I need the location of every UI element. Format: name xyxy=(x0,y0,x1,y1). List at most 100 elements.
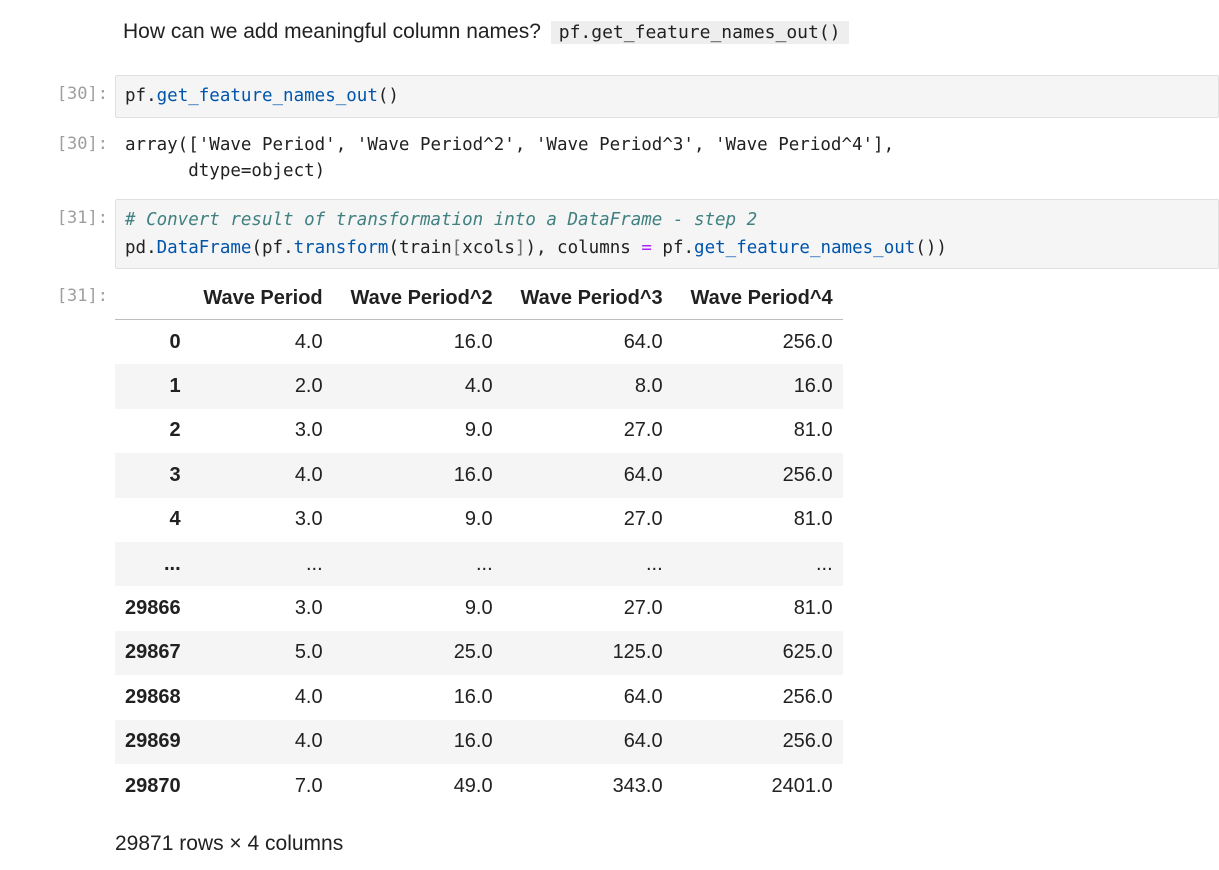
code-token: ), columns xyxy=(525,238,642,258)
cell-31-input[interactable]: # Convert result of transformation into … xyxy=(115,199,1219,269)
table-cell: 16.0 xyxy=(453,330,493,353)
table-cell: 16.0 xyxy=(453,685,493,708)
table-cell: 2401.0 xyxy=(771,774,833,797)
code-token: pf xyxy=(651,238,684,258)
table-cell: 4.0 xyxy=(464,375,493,398)
table-row: 29870 7.0 49.0 343.0 2401.0 xyxy=(115,764,843,808)
table-cell: 4.0 xyxy=(294,330,323,353)
code-token: () xyxy=(377,86,399,106)
column-header: Wave Period^2 xyxy=(332,277,503,320)
table-row: 29868 4.0 16.0 64.0 256.0 xyxy=(115,675,843,719)
table-cell: 64.0 xyxy=(623,330,663,353)
code-token: . xyxy=(146,238,157,258)
code-token: ()) xyxy=(915,238,947,258)
cell-30-code: pf.get_feature_names_out() xyxy=(116,76,1218,110)
code-token: . xyxy=(283,238,294,258)
cell-30-out-prompt: [30]: xyxy=(56,134,108,154)
table-cell: ... xyxy=(475,552,493,575)
table-cell: 5.0 xyxy=(294,641,323,664)
cell-30-input[interactable]: pf.get_feature_names_out() xyxy=(115,75,1219,118)
table-cell: 9.0 xyxy=(464,419,493,442)
markdown-text: How can we add meaningful column names? … xyxy=(123,18,849,47)
table-row: 1 2.0 4.0 8.0 16.0 xyxy=(115,364,843,409)
row-index: 1 xyxy=(169,375,181,398)
table-cell: 27.0 xyxy=(623,597,663,620)
row-index: 29870 xyxy=(125,774,181,797)
code-token: [ xyxy=(451,238,463,258)
table-cell: 81.0 xyxy=(793,419,833,442)
table-cell: 256.0 xyxy=(782,685,833,708)
table-cell: 81.0 xyxy=(793,508,833,531)
cell-31-code-line: pd.DataFrame(pf.transform(train[xcols]),… xyxy=(116,234,1218,262)
table-cell: 7.0 xyxy=(294,774,323,797)
table-cell: 64.0 xyxy=(623,685,663,708)
markdown-question: How can we add meaningful column names? xyxy=(123,20,541,43)
table-row: 0 4.0 16.0 64.0 256.0 xyxy=(115,320,843,365)
table-cell: 625.0 xyxy=(782,641,833,664)
column-header: Wave Period^4 xyxy=(672,277,843,320)
row-index: 3 xyxy=(169,463,181,486)
table-cell: 8.0 xyxy=(634,375,663,398)
code-token: ] xyxy=(514,238,526,258)
cell-30-output-line-2: dtype=object) xyxy=(125,161,326,181)
table-cell: 2.0 xyxy=(294,375,323,398)
row-index: 29868 xyxy=(125,685,181,708)
table-row: 29869 4.0 16.0 64.0 256.0 xyxy=(115,719,843,764)
table-cell: 16.0 xyxy=(453,463,493,486)
table-cell: 343.0 xyxy=(612,774,663,797)
table-cell: 64.0 xyxy=(623,730,663,753)
cell-30-output-line-1: array(['Wave Period', 'Wave Period^2', '… xyxy=(125,135,895,155)
code-token: transform xyxy=(293,238,389,258)
code-token: xcols xyxy=(462,238,515,258)
dataframe-shape: 29871 rows × 4 columns xyxy=(115,832,344,855)
code-comment: # Convert result of transformation into … xyxy=(125,210,758,230)
table-cell: ... xyxy=(645,552,663,575)
table-cell: 64.0 xyxy=(623,463,663,486)
table-cell: 3.0 xyxy=(294,597,323,620)
row-index: ... xyxy=(163,552,181,575)
table-row-ellipsis: ............... xyxy=(115,541,843,587)
code-token: pd xyxy=(125,238,147,258)
row-index: 2 xyxy=(169,419,181,442)
table-cell: 81.0 xyxy=(793,597,833,620)
table-cell: 9.0 xyxy=(464,597,493,620)
code-token: (pf xyxy=(251,238,284,258)
row-index: 29867 xyxy=(125,641,181,664)
table-cell: 27.0 xyxy=(623,419,663,442)
code-token: DataFrame xyxy=(156,238,252,258)
table-cell: ... xyxy=(815,552,833,575)
table-cell: 3.0 xyxy=(294,419,323,442)
row-index: 29869 xyxy=(125,730,181,753)
code-token: pf xyxy=(125,86,147,106)
table-cell: 256.0 xyxy=(782,463,833,486)
table-row: 29866 3.0 9.0 27.0 81.0 xyxy=(115,586,843,630)
row-index: 4 xyxy=(169,508,181,531)
table-cell: 16.0 xyxy=(453,730,493,753)
row-index: 29866 xyxy=(125,597,181,620)
index-header xyxy=(115,277,191,320)
table-cell: 4.0 xyxy=(294,730,323,753)
markdown-inline-code: pf.get_feature_names_out() xyxy=(550,21,849,44)
table-cell: 16.0 xyxy=(793,375,833,398)
table-cell: 27.0 xyxy=(623,508,663,531)
code-token: = xyxy=(641,238,652,258)
table-header-row: Wave Period Wave Period^2 Wave Period^3 … xyxy=(115,277,843,320)
cell-30-in-prompt: [30]: xyxy=(56,84,108,104)
column-header: Wave Period xyxy=(190,277,333,320)
code-token: . xyxy=(146,86,157,106)
table-cell: 4.0 xyxy=(294,685,323,708)
code-token: . xyxy=(683,238,695,258)
table-row: 4 3.0 9.0 27.0 81.0 xyxy=(115,498,843,542)
table-cell: 25.0 xyxy=(453,641,493,664)
column-header: Wave Period^3 xyxy=(502,277,673,320)
table-cell: 125.0 xyxy=(612,641,663,664)
table-row: 3 4.0 16.0 64.0 256.0 xyxy=(115,453,843,498)
table-cell: 4.0 xyxy=(294,463,323,486)
cell-31-comment-line: # Convert result of transformation into … xyxy=(116,200,1218,234)
dataframe-table: Wave Period Wave Period^2 Wave Period^3 … xyxy=(115,277,843,808)
table-cell: ... xyxy=(305,552,323,575)
table-cell: 3.0 xyxy=(294,508,323,531)
code-token: get_feature_names_out xyxy=(156,86,378,106)
table-row: 2 3.0 9.0 27.0 81.0 xyxy=(115,409,843,453)
table-cell: 256.0 xyxy=(782,330,833,353)
